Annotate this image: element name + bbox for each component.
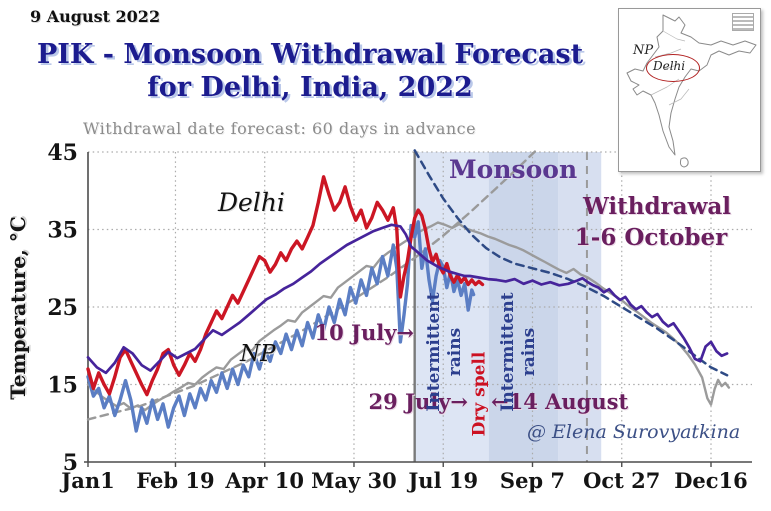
monsoon-annotation: Monsoon: [449, 155, 578, 184]
y-tick-label-15: 15: [47, 373, 78, 399]
india-map-inset: NP Delhi: [618, 8, 761, 172]
issue-date: 9 August 2022: [30, 7, 161, 26]
x-tick-label-Sep-7: Sep 7: [500, 468, 565, 493]
figure-title-line2: for Delhi, India, 2022: [147, 72, 473, 103]
withdrawal-annotation-line2: 1-6 October: [574, 224, 728, 251]
x-tick-label-Jan1: Jan1: [59, 468, 114, 493]
figure-subtitle: Withdrawal date forecast: 60 days in adv…: [83, 119, 477, 138]
india-outline-map: [626, 14, 757, 168]
india-outline: [626, 14, 757, 156]
series-cooling-trend-dashed: [413, 149, 729, 377]
map-delhi-highlight-ellipse: [646, 54, 700, 82]
series-warming-trend-dashed: [86, 149, 538, 421]
intermittent-rains-label-1: Intermittent rains: [424, 267, 466, 437]
author-credit: @ Elena Surovyatkina: [527, 421, 741, 443]
y-tick-label-25: 25: [47, 295, 78, 321]
np-series-label: NP: [240, 341, 276, 367]
x-tick-label-Dec16: Dec16: [674, 468, 748, 493]
sri-lanka-outline: [679, 157, 689, 168]
intermittent-rains-label-2: Intermittent rains: [498, 267, 540, 437]
dry-spell-end-annotation: ←14 August: [491, 389, 629, 414]
dry-spell-word2: spell: [469, 351, 490, 397]
intermittent-rains-2-word2: rains: [519, 327, 539, 377]
dry-spell-word1: Dry: [469, 402, 490, 437]
intermittent-rains-1-word1: Intermittent: [424, 292, 444, 412]
y-tick-label-5: 5: [63, 450, 78, 476]
series-np-observed-blue: [86, 220, 476, 433]
y-tick-label-45: 45: [47, 140, 78, 166]
x-tick-label-Apr-10: Apr 10: [224, 468, 304, 493]
series-forecast-purple: [86, 223, 729, 375]
withdrawal-annotation-line1: Withdrawal: [582, 193, 732, 220]
map-delhi-label: Delhi: [653, 59, 686, 73]
dry-spell-start-annotation: 29 July→: [368, 389, 468, 414]
y-tick-label-35: 35: [47, 218, 78, 244]
band-2: [488, 152, 559, 461]
x-tick-label-Oct-27: Oct 27: [583, 468, 660, 493]
onset-date-annotation: 10 July→: [314, 320, 414, 345]
x-tick-label-Feb-19: Feb 19: [136, 468, 214, 493]
dry-spell-label: Dry spell: [470, 339, 491, 449]
map-scale-box: [732, 13, 754, 31]
map-np-region-label: NP: [633, 43, 654, 58]
figure-title-line1: PIK - Monsoon Withdrawal Forecast: [36, 39, 584, 70]
delhi-series-label: Delhi: [218, 188, 285, 217]
x-tick-label-Jul-19: Jul 19: [406, 468, 478, 493]
intermittent-rains-2-word1: Intermittent: [498, 292, 518, 412]
x-tick-label-May-30: May 30: [311, 468, 397, 493]
intermittent-rains-1-word2: rains: [445, 327, 465, 377]
band-3: [558, 152, 602, 461]
